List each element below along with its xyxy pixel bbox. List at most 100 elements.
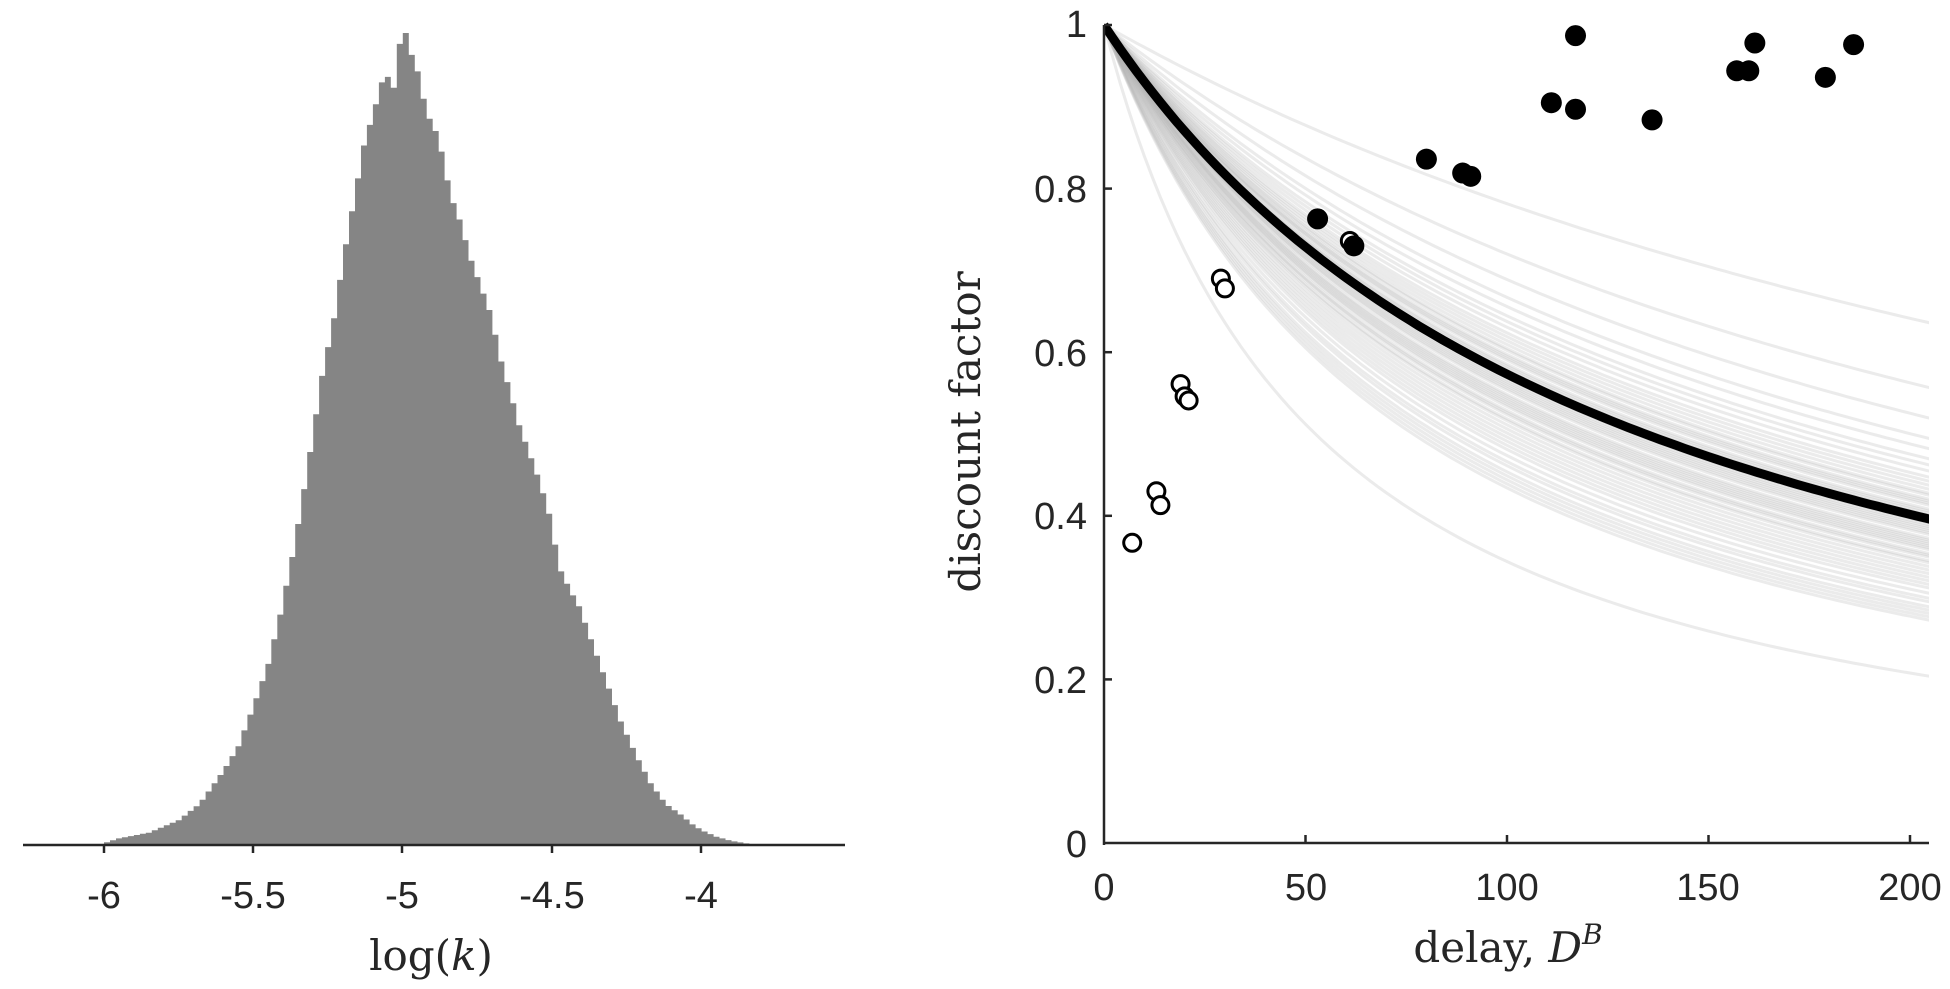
y-tick-label: 0.8 [1034,169,1087,211]
histogram-bar [98,33,762,845]
posterior-sample-curve [1104,24,1929,491]
y-tick-label: 0.4 [1034,496,1087,538]
filled-data-point [1343,235,1365,257]
xlabel-paren: ) [477,931,493,980]
posterior-sample-curve [1104,24,1929,544]
posterior-sample-curve [1104,24,1929,535]
posterior-sample-curve [1104,24,1929,497]
posterior-sample-curve [1104,24,1929,579]
histogram-bars [98,33,762,845]
mean-discount-curve [1104,22,1929,524]
x-tick-label: -5.5 [220,875,285,917]
posterior-sample-curve [1104,24,1929,576]
xlabel-superscript: B [1581,918,1603,951]
filled-data-point [1744,32,1766,54]
x-tick-label: -4.5 [519,875,584,917]
y-tick-label: 0 [1066,824,1087,866]
posterior-sample-curve [1104,24,1929,678]
posterior-sample-curve [1104,24,1929,505]
posterior-sample-curve [1104,24,1929,479]
posterior-sample-curve [1104,23,1929,390]
x-tick-label: -4 [684,875,718,917]
filled-data-point [1307,208,1329,230]
posterior-sample-curve [1104,24,1929,616]
posterior-sample-curve [1104,24,1929,600]
posterior-sample-curve [1104,24,1929,515]
filled-data-point [1565,25,1587,47]
posterior-sample-curve [1104,24,1929,619]
posterior-sample-curve [1104,24,1929,612]
posterior-sample-curve [1104,24,1929,552]
curve-y-axis-title: discount factor [941,270,990,592]
posterior-sample-curve [1104,24,1929,533]
posterior-sample-curve [1104,24,1929,540]
curve-axis-ticks [1104,23,1912,843]
posterior-sample-curve [1104,24,1929,604]
posterior-sample-curve [1104,24,1929,583]
posterior-sample-curve [1104,24,1929,557]
posterior-sample-curve [1104,24,1929,568]
open-data-point [1178,390,1199,411]
posterior-sample-curve [1104,24,1929,550]
posterior-sample-curve [1104,24,1929,555]
posterior-sample-curve [1104,24,1929,537]
posterior-sample-curve [1104,24,1929,563]
open-data-point [1150,495,1171,516]
curve-x-tick-labels: 0 50 100 150 200 [1093,867,1941,909]
open-data-point [1214,278,1235,299]
xlabel-variable: D [1547,923,1582,972]
posterior-sample-curve [1104,24,1929,467]
curve-x-axis-title: delay, DB [1413,918,1602,972]
x-tick-label: -5 [385,875,419,917]
histogram-panel: -6 -5.5 -5 -4.5 -4 log(k) [23,33,845,980]
histogram-x-tick-labels: -6 -5.5 -5 -4.5 -4 [87,875,718,917]
posterior-sample-curve [1104,24,1929,511]
x-tick-label: 50 [1285,867,1327,909]
posterior-sample-curve [1104,24,1929,546]
posterior-sample-curve [1104,24,1929,622]
posterior-sample-curve [1104,24,1929,507]
posterior-sample-curve [1104,24,1929,559]
y-tick-label: 0.2 [1034,660,1087,702]
filled-data-point [1738,60,1760,82]
discount-curve-panel: 0 50 100 150 200 0 0.2 0.4 0.6 0.8 1 del… [941,4,1942,972]
posterior-sample-curve [1104,24,1929,609]
x-tick-label: 0 [1093,867,1114,909]
posterior-sample-curve [1104,23,1929,325]
filled-data-point [1415,148,1437,170]
xlabel-text: log( [369,931,451,980]
open-data-point [1122,532,1143,553]
posterior-sample-curve [1104,24,1929,503]
x-tick-label: -6 [87,875,121,917]
posterior-sample-curve [1104,24,1929,548]
posterior-sample-curve [1104,24,1929,572]
posterior-sample-curve [1104,24,1929,586]
posterior-sample-curve [1104,24,1929,531]
filled-data-point [1814,66,1836,88]
filled-data-point [1460,165,1482,187]
posterior-sample-curve [1104,23,1929,420]
posterior-sample-curve [1104,24,1929,483]
posterior-sample-curve [1104,24,1929,590]
y-tick-label: 1 [1066,4,1087,46]
posterior-sample-curve [1104,23,1929,451]
histogram-x-ticks [102,845,703,853]
posterior-sample-curve [1104,24,1929,542]
filled-data-point [1843,34,1865,56]
x-tick-label: 100 [1475,867,1538,909]
posterior-sample-curve [1104,24,1929,487]
xlabel-variable: k [451,931,476,980]
curve-y-tick-labels: 0 0.2 0.4 0.6 0.8 1 [1034,4,1087,866]
xlabel-text: delay, [1413,923,1548,972]
posterior-sample-curve [1104,24,1929,501]
x-tick-label: 200 [1878,867,1941,909]
posterior-sample-curve [1104,24,1929,595]
posterior-sample-curve [1104,23,1929,440]
filled-data-point [1565,98,1587,120]
posterior-sample-curves [1104,23,1929,678]
histogram-x-axis-title: log(k) [369,931,493,980]
filled-data-point [1641,109,1663,131]
y-tick-label: 0.6 [1034,333,1087,375]
posterior-sample-curve [1104,24,1929,565]
